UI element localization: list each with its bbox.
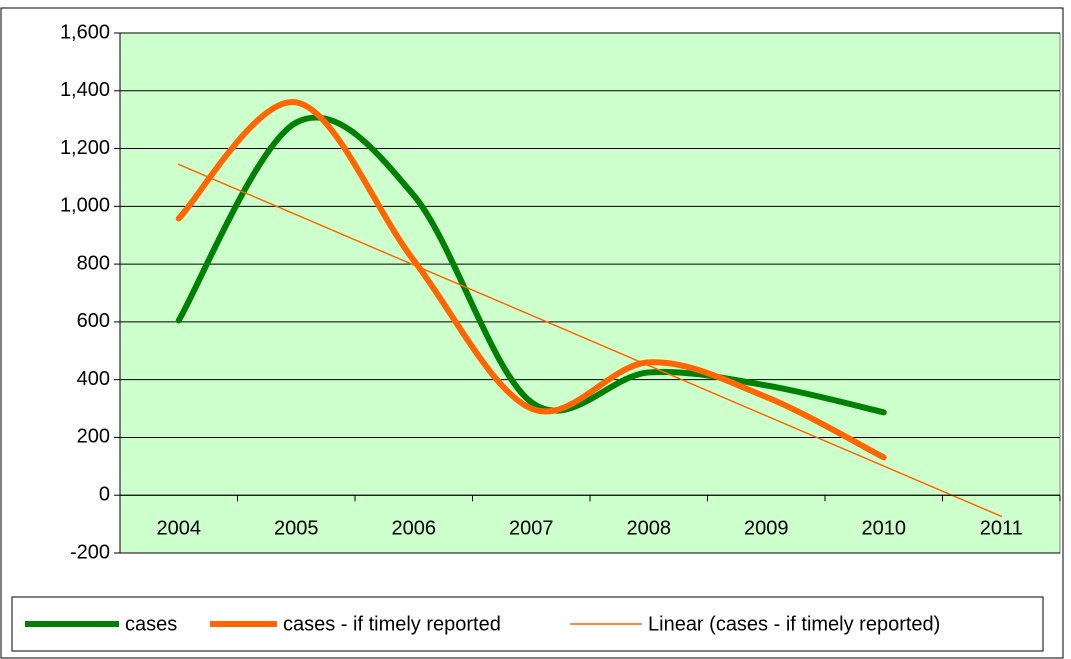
y-tick-label: 400 (77, 368, 110, 390)
y-tick-label: 200 (77, 426, 110, 448)
legend-label: cases (125, 613, 177, 635)
y-tick-label: 1,600 (60, 21, 110, 43)
series-line (175, 114, 887, 416)
x-tick-label: 2004 (157, 518, 202, 540)
x-tick-label: 2008 (627, 518, 672, 540)
legend (11, 596, 1044, 652)
y-tick-label: 1,400 (60, 79, 110, 101)
series-line (178, 163, 1002, 518)
y-tick-label: 1,000 (60, 195, 110, 217)
x-tick-label: 2010 (862, 518, 907, 540)
plot-area (119, 32, 1061, 554)
y-tick-label: 1,200 (60, 137, 110, 159)
y-tick-label: -200 (70, 541, 110, 563)
x-tick-label: 2005 (274, 518, 319, 540)
y-tick-label: 800 (77, 252, 110, 274)
legend-label: Linear (cases - if timely reported) (648, 613, 940, 635)
x-tick-label: 2011 (980, 518, 1023, 540)
x-tick-label: 2006 (392, 518, 437, 540)
y-tick-label: 600 (77, 310, 110, 332)
x-tick-label: 2007 (509, 518, 554, 540)
x-tick-label: 2009 (744, 518, 789, 540)
legend-label: cases - if timely reported (283, 613, 501, 635)
y-tick-label: 0 (99, 484, 110, 506)
series-line (175, 99, 887, 461)
